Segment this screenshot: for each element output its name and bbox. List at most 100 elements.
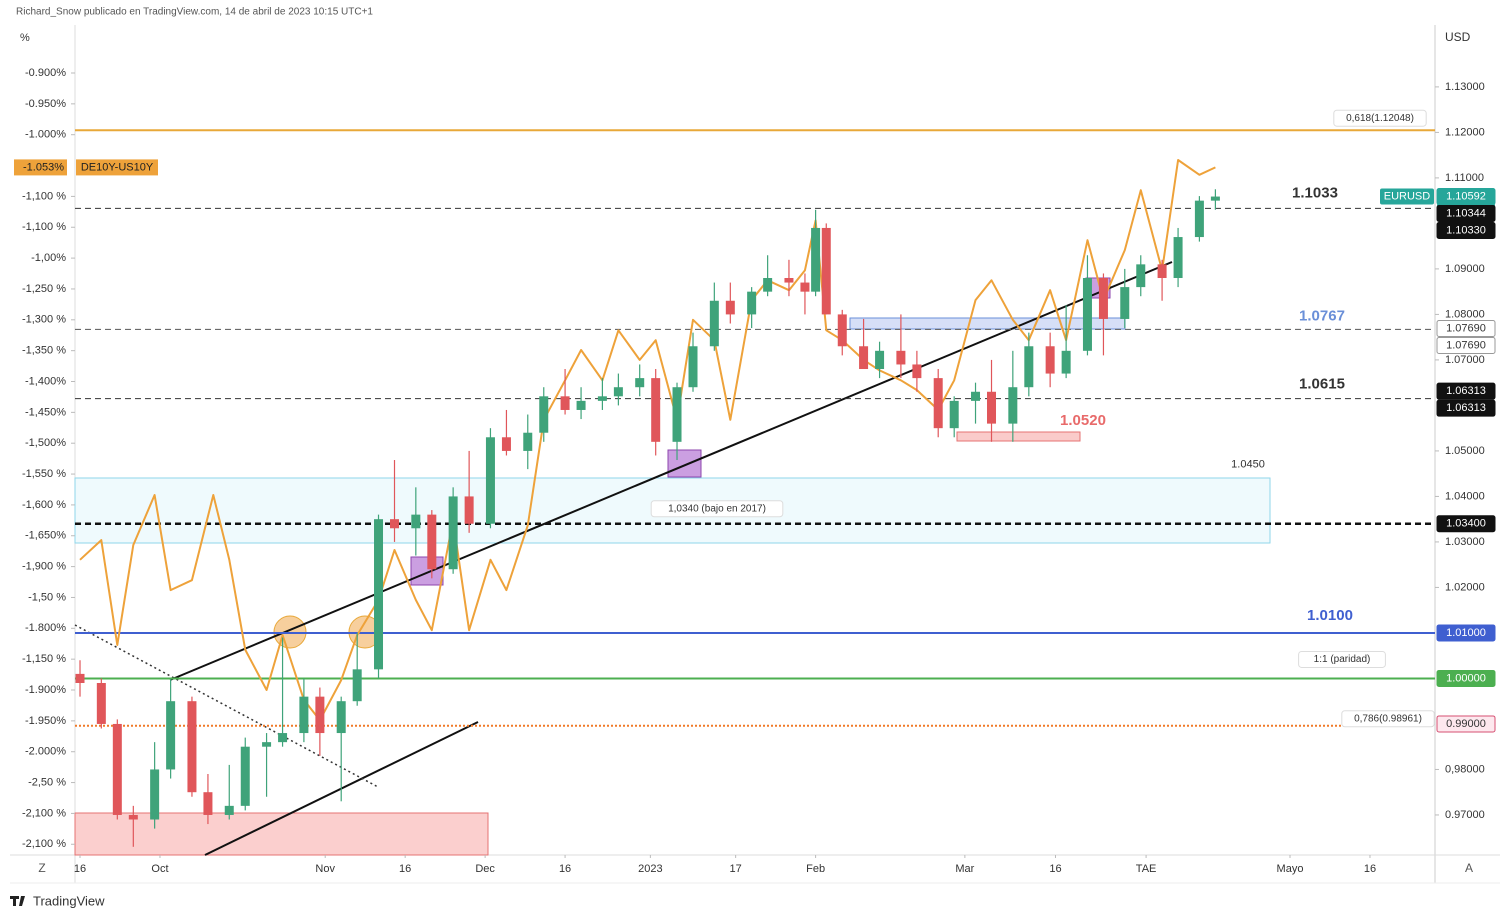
price-badge bbox=[1436, 382, 1496, 400]
price-badge-label: 1.03400 bbox=[1446, 518, 1486, 530]
y2-tick-label: -1.900% bbox=[25, 684, 66, 696]
level-label: 1.0767 bbox=[1299, 307, 1345, 324]
candle-body bbox=[523, 432, 533, 451]
y2-tick-label: -1,300 % bbox=[22, 314, 66, 326]
left-button[interactable]: Z bbox=[38, 861, 45, 875]
candle-body bbox=[166, 701, 176, 770]
symbol-name: EURUSD bbox=[1384, 190, 1431, 202]
y-tick-label: 1.08000 bbox=[1445, 308, 1485, 320]
candle-body bbox=[1157, 264, 1167, 279]
candle-body bbox=[971, 391, 981, 401]
level-label: 1,0340 (bajo en 2017) bbox=[668, 503, 766, 514]
y2-tick-label: -0.950% bbox=[25, 98, 66, 110]
y2-tick-label: -1.000% bbox=[25, 129, 66, 141]
level-label: 1.0615 bbox=[1299, 376, 1345, 393]
x-tick-label: Feb bbox=[806, 863, 825, 875]
price-badge-label: 1.00000 bbox=[1446, 672, 1486, 684]
x-tick-label: Mayo bbox=[1277, 863, 1304, 875]
candle-body bbox=[1008, 387, 1018, 424]
price-badge bbox=[1436, 204, 1496, 222]
y2-unit: % bbox=[20, 32, 30, 44]
price-badge-label: 1.10344 bbox=[1446, 207, 1486, 219]
candle-body bbox=[651, 378, 661, 442]
candle-body bbox=[837, 314, 847, 347]
trendline bbox=[169, 261, 1173, 681]
candle-body bbox=[150, 769, 160, 820]
y-tick-label: 1.09000 bbox=[1445, 263, 1485, 275]
red-zone-small bbox=[956, 431, 1081, 442]
candle-body bbox=[128, 814, 138, 820]
candle-body bbox=[336, 701, 346, 734]
y-tick-label: 1.03000 bbox=[1445, 536, 1485, 548]
y-tick-label: 1.02000 bbox=[1445, 581, 1485, 593]
candle-body bbox=[501, 437, 511, 451]
y-unit: USD bbox=[1445, 30, 1471, 44]
candle-body bbox=[1136, 264, 1146, 288]
y2-tick-label: -1,650% bbox=[25, 530, 66, 542]
candle-body bbox=[859, 346, 869, 370]
candle-body bbox=[278, 733, 288, 743]
candle-body bbox=[224, 805, 234, 815]
candle-body bbox=[800, 282, 810, 292]
price-badge-label: 1.01000 bbox=[1446, 627, 1486, 639]
series-name: DE10Y-US10Y bbox=[81, 161, 154, 173]
y2-badge-label: -1.053% bbox=[23, 161, 64, 173]
candle-body bbox=[875, 350, 885, 370]
y-tick-label: 1.13000 bbox=[1445, 81, 1485, 93]
candle-body bbox=[485, 437, 495, 524]
y2-tick-label: -0.900% bbox=[25, 67, 66, 79]
y2-tick-label: -1,550 % bbox=[22, 468, 66, 480]
candle-body bbox=[539, 396, 549, 433]
candle-body bbox=[1098, 278, 1108, 319]
level-label-box bbox=[1298, 650, 1386, 668]
x-tick-label: 16 bbox=[1049, 863, 1061, 875]
level-label-box bbox=[1341, 710, 1435, 728]
y2-tick-label: -1,450% bbox=[25, 406, 66, 418]
brand-logo bbox=[10, 896, 25, 906]
y2-tick-label: -1,600 % bbox=[22, 499, 66, 511]
x-tick-label: 17 bbox=[730, 863, 742, 875]
level-label-box bbox=[650, 500, 784, 518]
purple-box bbox=[667, 449, 702, 478]
brand: TradingView bbox=[33, 893, 105, 908]
candle-body bbox=[112, 723, 122, 815]
y2-tick-label: -1,50 % bbox=[28, 591, 66, 603]
candle-body bbox=[613, 387, 623, 397]
price-badge bbox=[1436, 715, 1496, 733]
x-tick-label: Nov bbox=[315, 863, 335, 875]
y2-tick-label: -2,50 % bbox=[28, 776, 66, 788]
right-button[interactable]: A bbox=[1465, 861, 1473, 875]
price-badge-label: 1.07690 bbox=[1446, 322, 1486, 334]
y-tick-label: 1.07000 bbox=[1445, 354, 1485, 366]
price-badge-label: 1.06313 bbox=[1446, 385, 1486, 397]
level-label: 1.1033 bbox=[1292, 184, 1338, 201]
y-tick-label: 1.04000 bbox=[1445, 490, 1485, 502]
candle-body bbox=[821, 227, 831, 315]
candle-body bbox=[1082, 278, 1092, 351]
candle-body bbox=[1120, 287, 1130, 319]
candle-body bbox=[747, 291, 757, 315]
candle-body bbox=[635, 378, 645, 388]
symbol-badge bbox=[1380, 188, 1434, 205]
candle-body bbox=[390, 519, 400, 529]
price-badge-label: 1.07690 bbox=[1446, 339, 1486, 351]
price-badge-label: 1.10330 bbox=[1446, 224, 1486, 236]
candle-body bbox=[672, 387, 682, 442]
candle-body bbox=[763, 278, 773, 292]
levels bbox=[75, 129, 1435, 727]
y2-tick-label: -1,250 % bbox=[22, 283, 66, 295]
candle-body bbox=[1045, 346, 1055, 374]
y2-tick-label: -1,400% bbox=[25, 375, 66, 387]
candle-body bbox=[576, 400, 586, 410]
y2-tick-label: -2.000% bbox=[25, 746, 66, 758]
candle-body bbox=[75, 673, 85, 683]
y2-tick-label: -1,350 % bbox=[22, 345, 66, 357]
x-tick-label: 16 bbox=[559, 863, 571, 875]
candle-body bbox=[933, 378, 943, 429]
labels: 16 Oct Nov 16 Dec 16 2023 17 Feb Mar 16 TAE Mayo 16 1.… bbox=[14, 67, 1496, 875]
candle-body bbox=[299, 696, 309, 734]
level-label-box bbox=[1333, 109, 1427, 127]
y2-tick-label: -1,100 % bbox=[22, 190, 66, 202]
